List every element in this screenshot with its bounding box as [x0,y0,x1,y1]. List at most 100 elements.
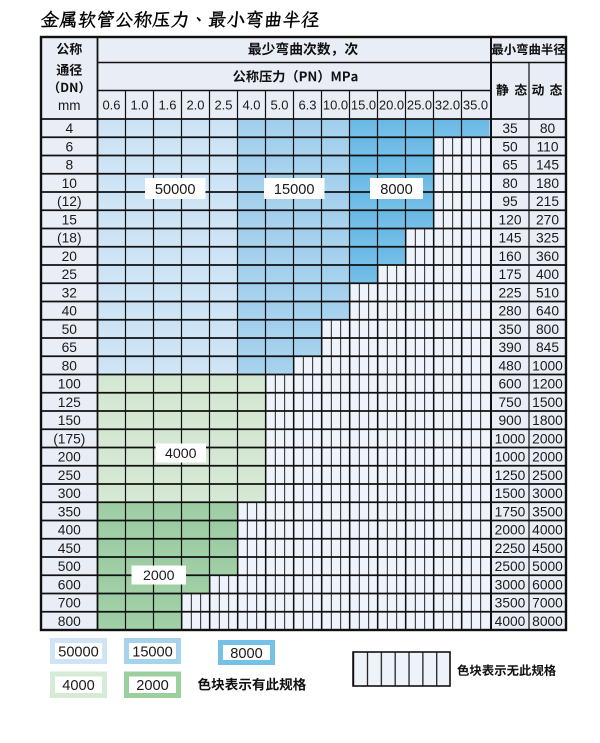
svg-text:145: 145 [498,231,521,246]
svg-text:750: 750 [498,395,521,410]
svg-text:3000: 3000 [532,486,563,501]
svg-text:6000: 6000 [532,577,563,592]
svg-text:800: 800 [536,322,559,337]
svg-text:8: 8 [65,158,73,173]
svg-text:3000: 3000 [495,577,526,592]
svg-text:1.6: 1.6 [158,98,176,113]
svg-text:4000: 4000 [495,614,526,629]
svg-text:200: 200 [58,450,81,465]
svg-text:(18): (18) [57,231,82,246]
svg-text:2250: 2250 [495,541,526,556]
svg-text:2.0: 2.0 [186,98,204,113]
svg-text:mm: mm [58,98,81,113]
svg-text:3500: 3500 [532,504,563,519]
svg-text:(12): (12) [57,194,82,209]
svg-text:8000: 8000 [230,646,262,662]
svg-text:1250: 1250 [495,468,526,483]
svg-text:25: 25 [62,267,78,282]
svg-text:20.0: 20.0 [379,98,404,113]
svg-text:450: 450 [58,541,81,556]
svg-text:4500: 4500 [532,541,563,556]
svg-text:480: 480 [498,358,521,373]
svg-text:1750: 1750 [495,504,526,519]
svg-text:300: 300 [58,486,81,501]
svg-text:150: 150 [58,413,81,428]
svg-text:1500: 1500 [495,486,526,501]
svg-text:4000: 4000 [165,446,197,462]
svg-text:2000: 2000 [143,568,175,584]
svg-text:845: 845 [536,340,559,355]
svg-text:2000: 2000 [532,450,563,465]
svg-text:0.6: 0.6 [102,98,120,113]
svg-text:50: 50 [502,139,518,154]
svg-text:640: 640 [536,304,559,319]
svg-text:110: 110 [537,139,559,154]
svg-text:8000: 8000 [532,614,563,629]
svg-text:50000: 50000 [155,182,196,198]
svg-text:900: 900 [498,413,521,428]
svg-text:2000: 2000 [136,678,168,694]
svg-text:1500: 1500 [532,395,563,410]
svg-text:215: 215 [536,194,559,209]
svg-text:1000: 1000 [495,450,526,465]
svg-text:5.0: 5.0 [270,98,288,113]
svg-text:400: 400 [58,523,81,538]
svg-text:360: 360 [536,249,559,264]
svg-text:250: 250 [58,468,81,483]
svg-text:35.0: 35.0 [463,98,488,113]
svg-text:32.0: 32.0 [435,98,460,113]
svg-text:8000: 8000 [380,182,412,198]
svg-text:145: 145 [536,158,559,173]
svg-text:65: 65 [502,158,518,173]
svg-text:280: 280 [498,304,521,319]
svg-text:1.0: 1.0 [130,98,148,113]
svg-text:270: 270 [536,212,559,227]
svg-text:325: 325 [536,231,559,246]
svg-text:5000: 5000 [532,559,563,574]
svg-text:800: 800 [58,614,81,629]
svg-text:350: 350 [58,504,81,519]
svg-text:35: 35 [502,121,518,136]
svg-text:15000: 15000 [132,644,173,660]
svg-text:15.0: 15.0 [351,98,376,113]
svg-text:120: 120 [498,212,521,227]
svg-text:50: 50 [62,322,78,337]
svg-text:4000: 4000 [532,523,563,538]
svg-text:4.0: 4.0 [242,98,260,113]
svg-text:40: 40 [62,304,78,319]
svg-text:7000: 7000 [532,596,563,611]
svg-text:50000: 50000 [58,644,99,660]
svg-text:25.0: 25.0 [407,98,432,113]
svg-text:2000: 2000 [532,431,563,446]
svg-text:80: 80 [540,121,556,136]
svg-text:32: 32 [62,285,77,300]
svg-text:10: 10 [62,176,78,191]
svg-text:2500: 2500 [532,468,563,483]
svg-text:10.0: 10.0 [323,98,348,113]
svg-text:500: 500 [58,559,81,574]
svg-text:390: 390 [498,340,521,355]
svg-text:1000: 1000 [532,358,563,373]
svg-text:1200: 1200 [532,377,563,392]
svg-text:(175): (175) [53,431,85,446]
svg-text:15000: 15000 [274,182,315,198]
svg-text:700: 700 [58,596,81,611]
svg-text:20: 20 [62,249,78,264]
svg-text:2500: 2500 [495,559,526,574]
svg-text:1000: 1000 [495,431,526,446]
svg-text:65: 65 [62,340,78,355]
svg-text:80: 80 [62,358,78,373]
svg-text:400: 400 [536,267,559,282]
svg-text:15: 15 [62,212,78,227]
svg-text:180: 180 [536,176,559,191]
svg-text:6.3: 6.3 [298,98,316,113]
svg-text:160: 160 [498,249,521,264]
svg-text:225: 225 [498,285,521,300]
svg-text:350: 350 [498,322,521,337]
svg-text:95: 95 [502,194,518,209]
svg-text:2000: 2000 [495,523,526,538]
svg-text:510: 510 [536,285,559,300]
svg-text:1800: 1800 [532,413,563,428]
svg-text:125: 125 [58,395,81,410]
svg-text:6: 6 [65,139,73,154]
